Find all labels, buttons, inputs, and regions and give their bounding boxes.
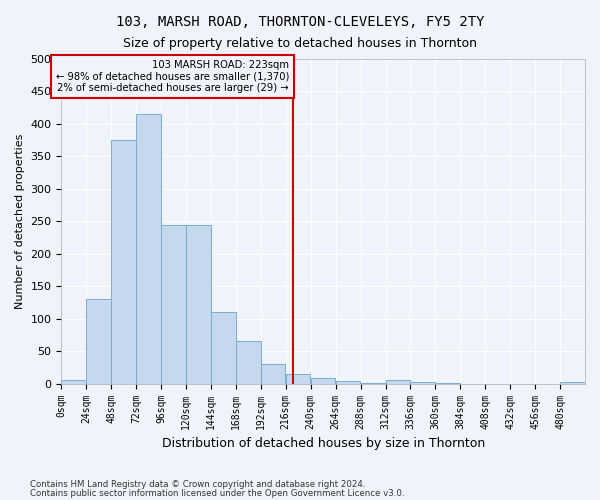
Bar [61,380,86,384]
Bar [211,312,236,384]
Text: 103 MARSH ROAD: 223sqm
← 98% of detached houses are smaller (1,370)
2% of semi-d: 103 MARSH ROAD: 223sqm ← 98% of detached… [56,60,289,94]
X-axis label: Distribution of detached houses by size in Thornton: Distribution of detached houses by size … [161,437,485,450]
Bar [361,383,385,384]
Bar [436,383,460,384]
Text: 103, MARSH ROAD, THORNTON-CLEVELEYS, FY5 2TY: 103, MARSH ROAD, THORNTON-CLEVELEYS, FY5… [116,15,484,29]
Bar [560,382,584,384]
Bar [410,382,435,384]
Text: Contains HM Land Registry data © Crown copyright and database right 2024.: Contains HM Land Registry data © Crown c… [30,480,365,489]
Text: Contains public sector information licensed under the Open Government Licence v3: Contains public sector information licen… [30,488,404,498]
Bar [236,342,260,384]
Text: Size of property relative to detached houses in Thornton: Size of property relative to detached ho… [123,38,477,51]
Y-axis label: Number of detached properties: Number of detached properties [15,134,25,309]
Bar [386,380,410,384]
Bar [311,378,335,384]
Bar [136,114,161,384]
Bar [186,224,211,384]
Bar [86,300,111,384]
Bar [111,140,136,384]
Bar [286,374,310,384]
Bar [261,364,286,384]
Bar [335,381,360,384]
Bar [161,224,186,384]
